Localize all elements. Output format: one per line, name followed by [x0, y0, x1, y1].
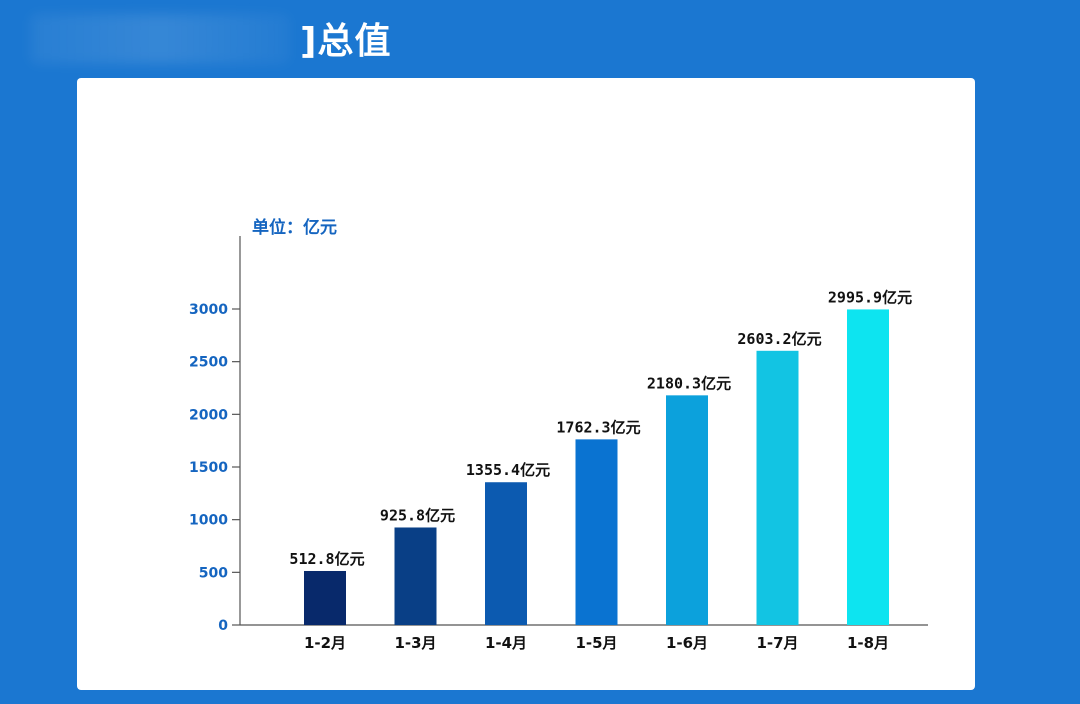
y-tick-label: 3000 [189, 302, 228, 318]
bar-2 [394, 527, 437, 625]
x-tick-label: 1-8月 [847, 634, 889, 652]
bar-3 [485, 482, 527, 625]
data-label: 2995.9亿元 [828, 288, 912, 306]
bar-5 [666, 395, 708, 625]
data-label: 2603.2亿元 [737, 330, 821, 348]
y-tick-label: 0 [218, 618, 228, 634]
blurred-title-region [30, 14, 290, 64]
data-label: 2180.3亿元 [647, 374, 731, 392]
y-tick-label: 2000 [189, 407, 228, 423]
bar-6 [756, 350, 799, 625]
x-tick-label: 1-7月 [756, 634, 798, 652]
bar-4 [575, 439, 618, 625]
x-tick-label: 1-2月 [304, 634, 346, 652]
data-label: 925.8亿元 [380, 506, 455, 524]
y-tick-label: 2500 [189, 355, 228, 371]
y-tick-label: 1500 [189, 460, 228, 476]
y-tick-label: 500 [199, 565, 228, 581]
x-tick-label: 1-5月 [575, 634, 617, 652]
unit-label: 单位：亿元 [252, 217, 337, 238]
page-title: ]总值 [300, 21, 392, 62]
x-tick-label: 1-3月 [394, 634, 436, 652]
data-label: 512.8亿元 [289, 550, 364, 568]
bar-7 [847, 309, 889, 625]
bar-1 [304, 570, 346, 625]
data-label: 1355.4亿元 [466, 461, 550, 479]
x-tick-label: 1-4月 [485, 634, 527, 652]
data-label: 1762.3亿元 [556, 418, 640, 436]
x-tick-label: 1-6月 [666, 634, 708, 652]
y-tick-label: 1000 [189, 513, 228, 529]
